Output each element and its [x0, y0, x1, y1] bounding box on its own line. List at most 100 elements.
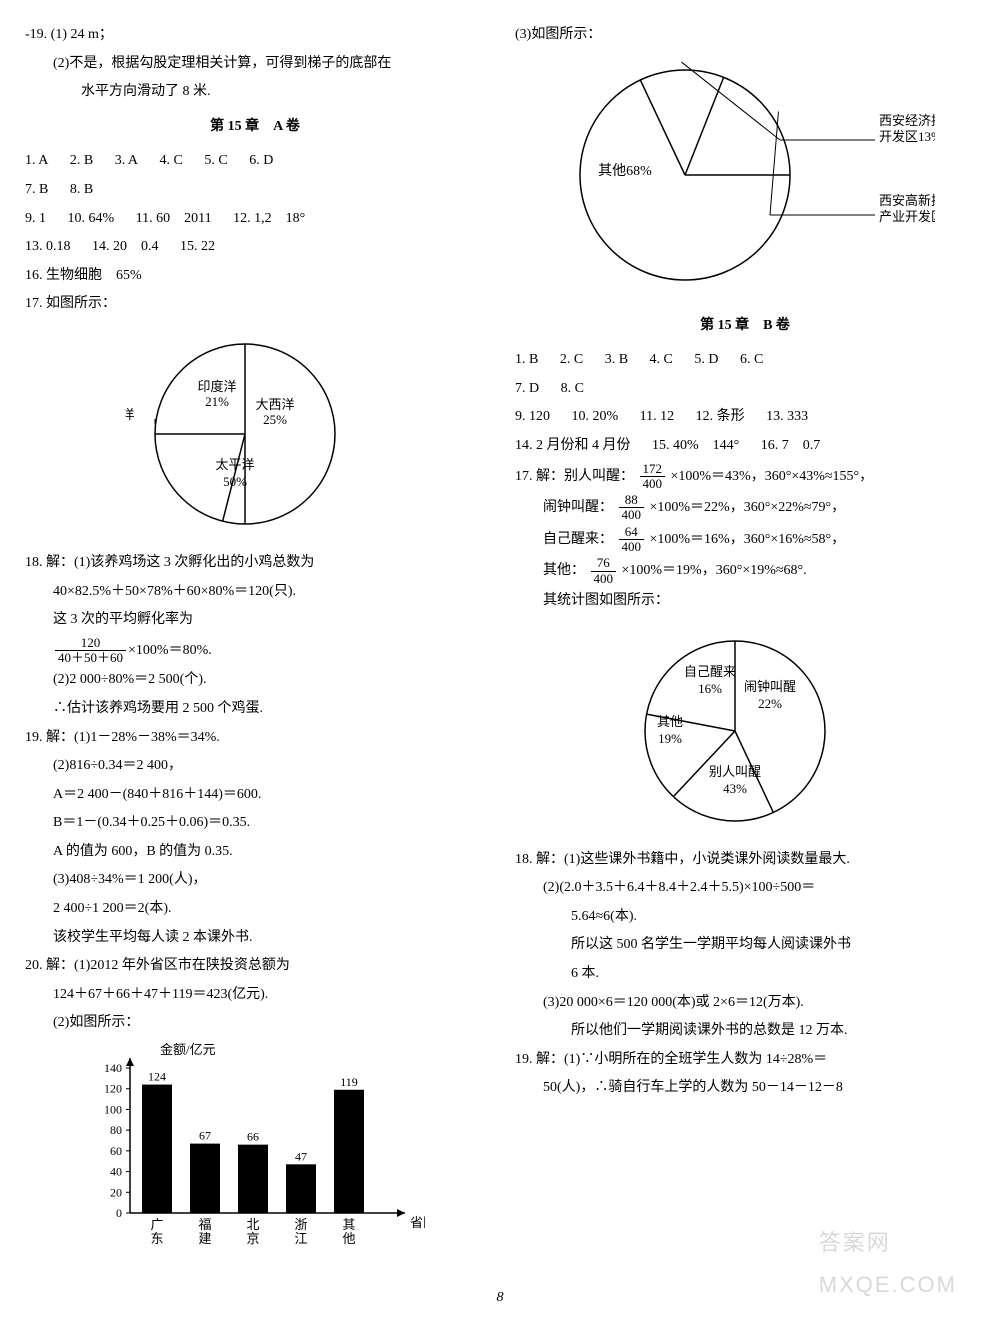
svg-text:西安高新技术: 西安高新技术 [879, 193, 935, 208]
a-q19-l6: 2 400÷1 200＝2(本). [25, 896, 485, 923]
a-fill-11: 11. 60 2011 [136, 211, 212, 226]
b-q17-l2: 闹钟叫醒： 88400 ×100%＝22%，360°×22%≈79°， [515, 493, 975, 523]
a-q20-head: 20. 解：(1)2012 年外省区市在陕投资总额为 [25, 953, 485, 980]
a-q18-l3: (2)2 000÷80%＝2 500(个). [25, 667, 485, 694]
a-q19-l1: (2)816÷0.34＝2 400， [25, 753, 485, 780]
svg-text:开发区13%: 开发区13% [879, 129, 935, 144]
svg-text:大西洋: 大西洋 [255, 397, 294, 412]
svg-text:140: 140 [104, 1061, 122, 1075]
a-q19-head: 19. 解：(1)1－28%－38%＝34%. [25, 725, 485, 752]
q19pre-p2b: 水平方向滑动了 8 米. [25, 79, 485, 106]
b-fill-15: 15. 40% 144° [652, 438, 739, 453]
svg-text:北冰洋: 北冰洋 [125, 407, 135, 422]
svg-text:西安经济技术: 西安经济技术 [879, 113, 935, 128]
a-fill-row1: 9. 1 10. 64% 11. 60 2011 12. 1,2 18° [25, 206, 485, 233]
b-fill-16: 16. 7 0.7 [761, 438, 821, 453]
svg-text:自己醒来: 自己醒来 [684, 664, 736, 679]
svg-text:江: 江 [294, 1231, 307, 1246]
svg-text:80: 80 [110, 1123, 122, 1137]
page-number: 8 [25, 1285, 975, 1312]
q19pre-num: -19. [25, 27, 47, 42]
svg-text:60: 60 [110, 1144, 122, 1158]
frac-den: 40＋50＋60 [55, 651, 126, 665]
a-fill-15: 15. 22 [180, 239, 215, 254]
a-q20-l1: 124＋67＋66＋47＋119＝423(亿元). [25, 982, 485, 1009]
svg-text:50%: 50% [223, 474, 247, 489]
right-column: (3)如图所示： 其他68% 西安经济技术开发区13% 西安高新技术产业开发区19%… [515, 20, 975, 1279]
b-q18-l1: (2)(2.0＋3.5＋6.4＋8.4＋2.4＋5.5)×100÷500＝ [515, 875, 975, 902]
svg-text:22%: 22% [758, 696, 782, 711]
svg-text:东: 东 [150, 1231, 163, 1246]
b-q18-head: 18. 解：(1)这些课外书籍中，小说类课外阅读数量最大. [515, 847, 975, 874]
svg-text:124: 124 [148, 1070, 166, 1084]
svg-text:21%: 21% [205, 394, 229, 409]
svg-text:19%: 19% [658, 731, 682, 746]
a-q19-l7: 该校学生平均每人读 2 本课外书. [25, 925, 485, 952]
svg-text:16%: 16% [698, 681, 722, 696]
svg-text:其: 其 [342, 1217, 355, 1232]
b-mc-8: 8. C [561, 381, 584, 396]
b-fill-14: 14. 2 月份和 4 月份 [515, 438, 631, 453]
b-fill-row1: 9. 120 10. 20% 11. 12 12. 条形 13. 333 [515, 404, 975, 431]
svg-text:建: 建 [198, 1231, 211, 1246]
b-q17-t1: ×100%＝43%，360°×43%≈155°， [671, 469, 874, 484]
b-q18-l2: 5.64≈6(本). [515, 904, 975, 931]
b-mc-row2: 7. D 8. C [515, 376, 975, 403]
b-q17-l1: 17. 解：别人叫醒： 172400 ×100%＝43%，360°×43%≈15… [515, 462, 975, 492]
svg-text:别人叫醒: 别人叫醒 [709, 764, 761, 779]
a-mc-5: 5. C [204, 153, 227, 168]
svg-text:100: 100 [104, 1102, 122, 1116]
a-mc-4: 4. C [160, 153, 183, 168]
fraction-icon: 88400 [619, 493, 645, 523]
a-mc-row2: 7. B 8. B [25, 177, 485, 204]
a-q19-l4: A 的值为 600，B 的值为 0.35. [25, 839, 485, 866]
b-fill-row2: 14. 2 月份和 4 月份 15. 40% 144° 16. 7 0.7 [515, 433, 975, 460]
b-mc-6: 6. C [740, 352, 763, 367]
svg-text:太平洋: 太平洋 [215, 457, 254, 472]
bar-chart-investment: 金额/亿元省区市020406080100120140124广东67福建66北京4… [85, 1043, 425, 1273]
b-mc-3: 3. B [605, 352, 628, 367]
a-fill-13: 13. 0.18 [25, 239, 71, 254]
svg-text:66: 66 [247, 1130, 259, 1144]
b-fill-10: 10. 20% [572, 409, 619, 424]
title-chapter15-b: 第 15 章 B 卷 [515, 313, 975, 340]
b-q17-l5: 其统计图如图所示： [515, 588, 975, 615]
a-q16: 16. 生物细胞 65% [25, 263, 485, 290]
svg-text:其他: 其他 [657, 714, 683, 729]
svg-text:印度洋: 印度洋 [197, 379, 236, 394]
a-fill-9: 9. 1 [25, 211, 46, 226]
svg-text:他: 他 [342, 1231, 355, 1246]
svg-text:产业开发区19%: 产业开发区19% [879, 209, 935, 224]
svg-text:其他68%: 其他68% [598, 163, 652, 179]
a-q18-l2: 这 3 次的平均孵化率为 [25, 607, 485, 634]
fraction-icon: 172400 [640, 462, 666, 492]
b-fill-13: 13. 333 [766, 409, 808, 424]
a-mc-1: 1. A [25, 153, 48, 168]
svg-text:福: 福 [198, 1217, 211, 1232]
a-mc-6: 6. D [249, 153, 273, 168]
a-q20-l2: (2)如图所示： [25, 1010, 485, 1037]
b-q18-l4: 6 本. [515, 961, 975, 988]
svg-text:40: 40 [110, 1165, 122, 1179]
b-mc-7: 7. D [515, 381, 539, 396]
b-q17-head: 17. 解：别人叫醒： [515, 469, 634, 484]
svg-text:浙: 浙 [294, 1217, 307, 1232]
pie-chart-oceans: 大西洋25%太平洋50%印度洋21%北冰洋4% [125, 324, 385, 544]
a-mc-8: 8. B [70, 182, 93, 197]
b-mc-5: 5. D [694, 352, 718, 367]
fraction-icon: 120 40＋50＋60 [55, 636, 126, 666]
svg-text:120: 120 [104, 1082, 122, 1096]
q19pre-p2a: (2)不是，根据勾股定理相关计算，可得到梯子的底部在 [25, 51, 485, 78]
b-q19-head: 19. 解：(1)∵小明所在的全班学生人数为 14÷28%＝ [515, 1047, 975, 1074]
b-q18-l5: (3)20 000×6＝120 000(本)或 2×6＝12(万本). [515, 990, 975, 1017]
b-q18-l6: 所以他们一学期阅读课外书的总数是 12 万本. [515, 1018, 975, 1045]
b-fill-12: 12. 条形 [696, 409, 745, 424]
a-q18-l4: ∴估计该养鸡场要用 2 500 个鸡蛋. [25, 696, 485, 723]
pie-chart-wakeup: 别人叫醒43%其他19%自己醒来16%闹钟叫醒22% [615, 621, 875, 841]
a-fill-row2: 13. 0.18 14. 20 0.4 15. 22 [25, 234, 485, 261]
a-fill-14: 14. 20 0.4 [92, 239, 159, 254]
r-q3-head: (3)如图所示： [515, 22, 975, 49]
svg-text:广: 广 [150, 1217, 163, 1232]
svg-text:0: 0 [116, 1206, 122, 1220]
svg-text:闹钟叫醒: 闹钟叫醒 [744, 679, 796, 694]
